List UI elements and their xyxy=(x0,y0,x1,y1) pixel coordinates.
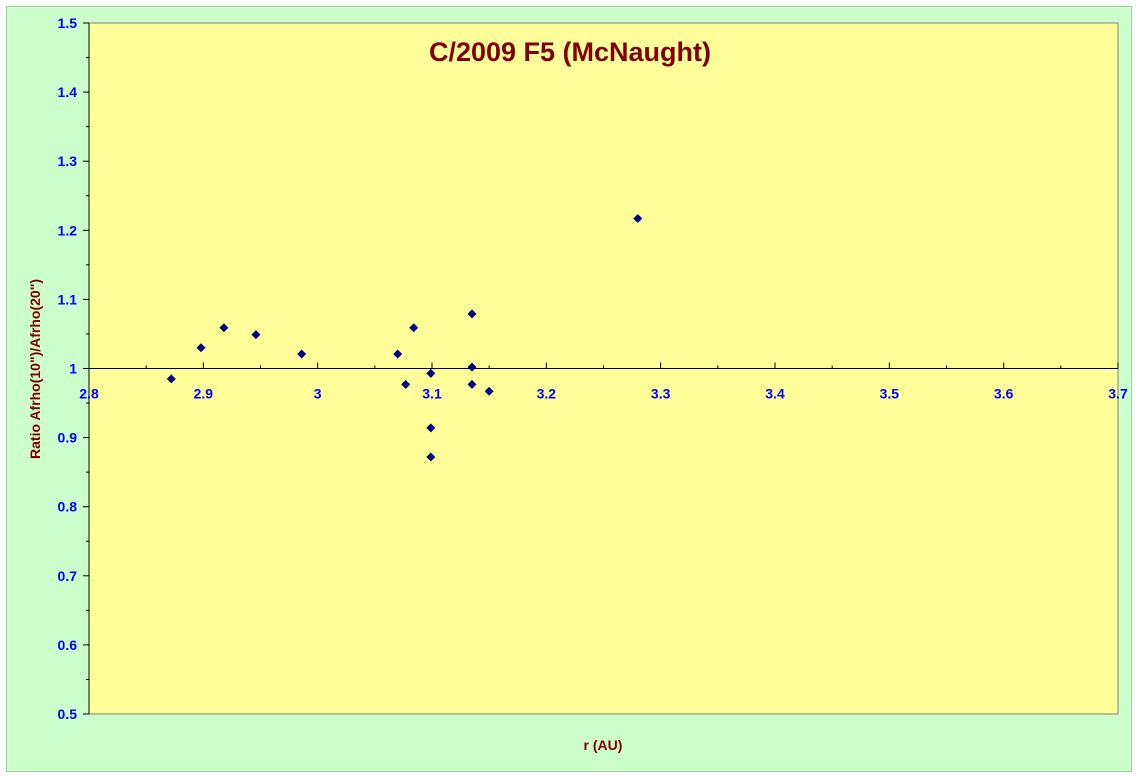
data-point xyxy=(426,423,436,433)
data-point xyxy=(219,323,229,333)
data-point xyxy=(467,309,477,319)
data-point xyxy=(484,386,494,396)
data-point xyxy=(633,214,643,224)
data-point xyxy=(401,379,411,389)
y-tick-label: 0.5 xyxy=(58,706,78,722)
data-points xyxy=(166,214,643,462)
y-tick-label: 1.2 xyxy=(58,222,78,238)
x-tick-label: 2.8 xyxy=(79,386,99,402)
x-tick-label: 3.4 xyxy=(765,386,785,402)
data-point xyxy=(297,349,307,359)
y-tick-label: 1.3 xyxy=(58,153,78,169)
chart-area: 0.5 0.6 0.7 0.8 0.9 1 1.1 1.2 1.3 1.4 1.5 2.8 2.9 3 3.… xyxy=(6,6,1132,772)
x-tick-label: 3 xyxy=(314,386,322,402)
x-tick-label: 3.2 xyxy=(537,386,557,402)
x-tick-label: 2.9 xyxy=(194,386,214,402)
data-point xyxy=(426,452,436,462)
y-tick-label: 1 xyxy=(69,361,77,377)
scatter-chart: 0.5 0.6 0.7 0.8 0.9 1 1.1 1.2 1.3 1.4 1.5 2.8 2.9 3 3.… xyxy=(27,15,1128,753)
x-tick-label: 3.5 xyxy=(880,386,900,402)
y-axis-title: Ratio Afrho(10")/Afrho(20") xyxy=(27,279,43,459)
x-axis-title: r (AU) xyxy=(584,737,623,753)
axes: 0.5 0.6 0.7 0.8 0.9 1 1.1 1.2 1.3 1.4 1.5 2.8 2.9 3 3.… xyxy=(58,15,1128,722)
data-point xyxy=(426,368,436,378)
data-point xyxy=(251,330,261,340)
data-point xyxy=(467,362,477,372)
y-tick-label: 0.7 xyxy=(58,568,78,584)
y-tick-label: 1.4 xyxy=(58,84,78,100)
data-point xyxy=(467,379,477,389)
x-tick-label: 3.7 xyxy=(1108,386,1128,402)
x-tick-label: 3.6 xyxy=(994,386,1014,402)
data-point xyxy=(409,323,419,333)
x-tick-label: 3.1 xyxy=(422,386,442,402)
chart-title: C/2009 F5 (McNaught) xyxy=(429,37,711,67)
data-point xyxy=(196,343,206,353)
y-tick-label: 1.1 xyxy=(58,291,78,307)
data-point xyxy=(166,374,176,384)
x-tick-label: 3.3 xyxy=(651,386,671,402)
y-tick-label: 0.8 xyxy=(58,499,78,515)
data-point xyxy=(393,349,403,359)
y-tick-label: 0.9 xyxy=(58,430,78,446)
y-tick-label: 0.6 xyxy=(58,637,78,653)
y-tick-label: 1.5 xyxy=(58,15,78,31)
